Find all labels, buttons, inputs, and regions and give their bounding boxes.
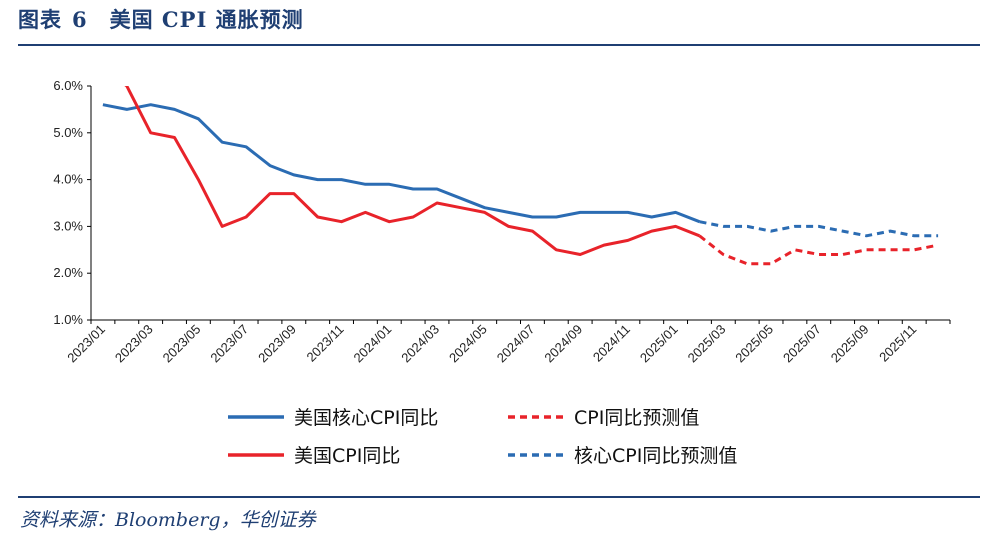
x-tick-label: 2023/01 xyxy=(64,322,108,366)
header-rule xyxy=(18,44,980,46)
figure-title: 美国 CPI 通胀预测 xyxy=(109,7,304,32)
x-tick-label: 2024/03 xyxy=(398,322,442,366)
x-tick-label: 2025/11 xyxy=(876,322,919,365)
cpi-yoy-line xyxy=(124,86,701,256)
x-tick-label: 2023/03 xyxy=(112,322,156,366)
footer-rule xyxy=(18,496,980,498)
x-tick-label: 2024/07 xyxy=(494,322,538,366)
core-cpi-yoy-legend-label: 美国核心CPI同比 xyxy=(294,407,438,429)
figure-number: 6 xyxy=(72,7,88,32)
x-tick-label: 2023/09 xyxy=(255,322,299,366)
x-tick-label: 2024/09 xyxy=(541,322,585,366)
x-tick-label: 2025/09 xyxy=(828,322,872,366)
x-tick-label: 2024/01 xyxy=(351,322,395,366)
x-tick-label: 2023/07 xyxy=(207,322,251,366)
core-cpi-forecast-line xyxy=(699,220,939,238)
y-tick-label: 6.0% xyxy=(53,78,83,93)
core-cpi-forecast-legend-label: 核心CPI同比预测值 xyxy=(574,445,737,467)
x-tick-label: 2023/05 xyxy=(160,322,204,366)
figure-header: 图表 6 美国 CPI 通胀预测 xyxy=(18,4,304,34)
cpi-forecast-line xyxy=(698,234,939,266)
x-tick-label: 2025/07 xyxy=(780,322,824,366)
figure-label: 图表 xyxy=(18,7,62,32)
cpi-yoy-legend-label: 美国CPI同比 xyxy=(294,445,400,467)
source-note: 资料来源：Bloomberg，华创证券 xyxy=(20,509,316,531)
y-tick-label: 4.0% xyxy=(53,172,83,187)
y-tick-label: 2.0% xyxy=(53,265,83,280)
x-tick-label: 2024/11 xyxy=(590,322,633,365)
x-tick-label: 2025/03 xyxy=(685,322,729,366)
plot-area xyxy=(102,86,939,266)
cpi-forecast-legend-label: CPI同比预测值 xyxy=(574,407,699,429)
y-tick-label: 1.0% xyxy=(53,312,83,327)
x-tick-label: 2023/11 xyxy=(304,322,347,365)
x-tick-label: 2025/05 xyxy=(732,322,776,366)
x-tick-label: 2025/01 xyxy=(637,322,681,366)
y-tick-label: 3.0% xyxy=(53,218,83,233)
x-tick-label: 2024/05 xyxy=(446,322,490,366)
y-tick-label: 5.0% xyxy=(53,125,83,140)
core-cpi-yoy-line xyxy=(102,103,701,224)
